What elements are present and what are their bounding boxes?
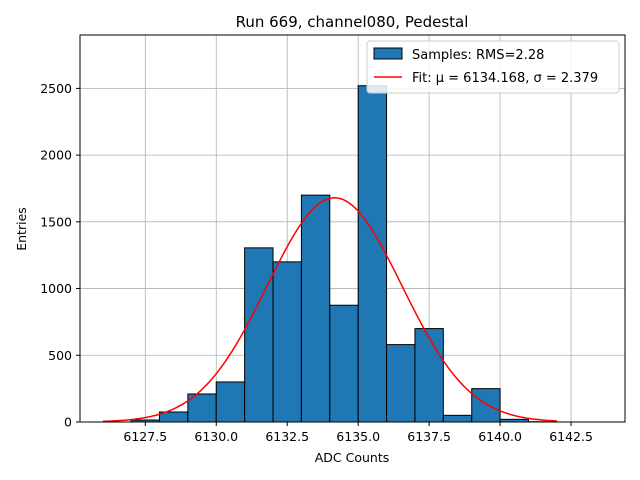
histogram-bar xyxy=(386,344,416,423)
legend-swatch-samples xyxy=(373,47,403,60)
histogram-bar xyxy=(244,247,274,423)
legend-label-fit: Fit: μ = 6134.168, σ = 2.379 xyxy=(412,71,598,86)
y-tick-label: 1500 xyxy=(40,214,72,229)
fit-curve xyxy=(102,197,557,423)
histogram-bar xyxy=(471,388,501,423)
y-tick-label: 2500 xyxy=(40,81,72,96)
y-tick-label: 1000 xyxy=(40,281,72,296)
histogram-bar xyxy=(300,194,331,423)
x-tick-label: 6140.0 xyxy=(478,429,522,444)
y-tick-label: 0 xyxy=(64,415,72,430)
x-axis-label: ADC Counts xyxy=(315,450,390,465)
y-tick-label: 500 xyxy=(48,348,72,363)
chart-title: Run 669, channel080, Pedestal xyxy=(236,13,469,31)
histogram-bar xyxy=(215,381,246,423)
x-axis: 6127.5 6130.0 6132.5 6135.0 6137.5 6140.0 6142… xyxy=(123,422,593,444)
histogram-bar xyxy=(414,328,444,423)
legend-label-samples: Samples: RMS=2.28 xyxy=(412,48,544,63)
histogram-bar xyxy=(187,393,217,423)
x-tick-label: 6127.5 xyxy=(123,429,167,444)
x-tick-label: 6130.0 xyxy=(194,429,238,444)
histogram-bar xyxy=(442,414,473,423)
y-tick-label: 2000 xyxy=(40,148,72,163)
histogram-bar xyxy=(329,304,359,423)
histogram-bars xyxy=(130,85,558,423)
y-axis: 0 500 1000 1500 2000 2500 xyxy=(40,81,80,430)
x-tick-label: 6137.5 xyxy=(407,429,451,444)
x-tick-label: 6132.5 xyxy=(265,429,309,444)
legend-box xyxy=(366,40,620,94)
x-tick-label: 6135.0 xyxy=(336,429,380,444)
legend: Samples: RMS=2.28 Fit: μ = 6134.168, σ =… xyxy=(366,40,620,94)
y-axis-label: Entries xyxy=(14,207,29,251)
histogram-bar xyxy=(357,85,388,423)
plot-frame xyxy=(79,34,626,423)
x-tick-label: 6142.5 xyxy=(549,429,593,444)
histogram-bar xyxy=(272,261,302,423)
